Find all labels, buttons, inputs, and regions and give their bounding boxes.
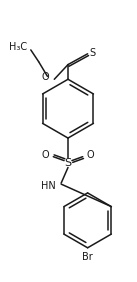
Text: H₃C: H₃C [9, 42, 27, 52]
Text: S: S [90, 48, 96, 58]
Text: O: O [42, 72, 49, 82]
Text: Br: Br [82, 252, 93, 262]
Text: HN: HN [41, 181, 55, 191]
Text: O: O [42, 150, 49, 160]
Text: S: S [64, 158, 72, 168]
Text: O: O [87, 150, 94, 160]
